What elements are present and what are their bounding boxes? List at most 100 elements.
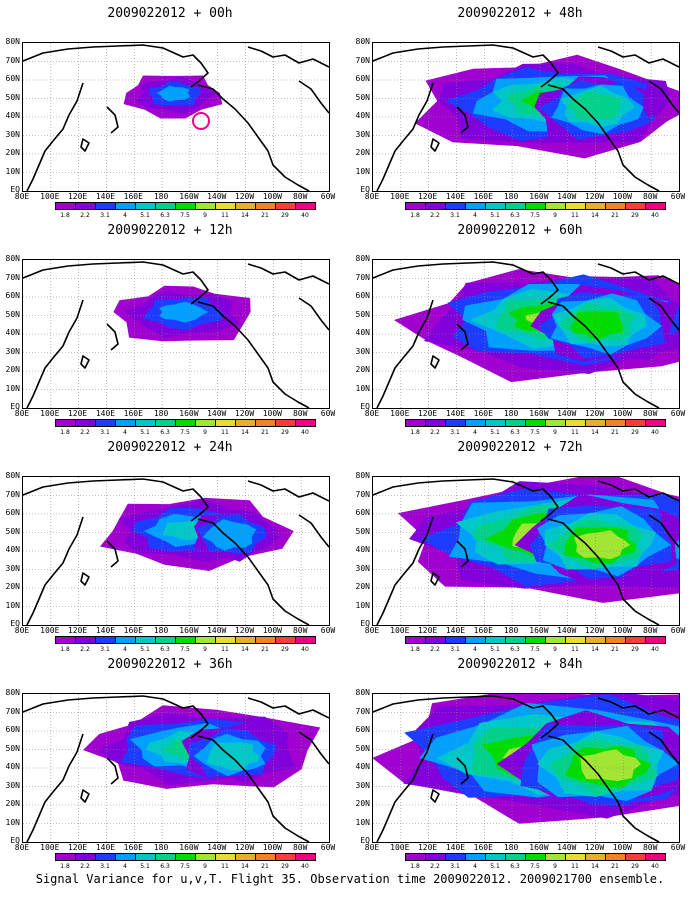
coastline	[373, 261, 559, 305]
longitude-label: 160W	[179, 192, 199, 201]
coastline	[597, 697, 679, 719]
latitude-label: 10N	[355, 600, 370, 610]
coastline	[547, 84, 660, 191]
colorbar-label: 6.3	[510, 429, 520, 436]
colorbar-swatch	[115, 636, 136, 644]
coastline	[547, 301, 660, 408]
coastline	[373, 44, 559, 88]
longitude-label: 160W	[179, 843, 199, 852]
colorbar-label: 9	[203, 212, 207, 219]
longitude-label: 180	[503, 192, 519, 201]
latitude-label: 30N	[5, 346, 20, 356]
colorbar-label: 2.2	[80, 212, 90, 219]
colorbar: 1.8 2.2 3.1 4 5.1 6.3 7.5 9 11 14 21 29 40	[55, 202, 316, 219]
colorbar-label: 7.5	[180, 646, 190, 653]
latitude-label: 40N	[355, 545, 370, 554]
latitude-label: 10N	[355, 817, 370, 827]
colorbar-label: 9	[553, 646, 557, 653]
colorbar-swatch	[445, 636, 466, 644]
longitude-label: 100W	[262, 626, 282, 635]
longitude-label: 100W	[612, 409, 632, 418]
colorbar-label: 21	[261, 646, 269, 653]
colorbar-swatch	[405, 202, 426, 210]
latitude-label: 50N	[5, 309, 20, 319]
longitude-label: 100W	[262, 409, 282, 418]
latitude-label: 30N	[355, 563, 370, 573]
colorbar-label: 9	[553, 212, 557, 219]
panel-title: 2009022012 + 12h	[107, 223, 233, 238]
colorbar-label: 11	[221, 863, 229, 870]
latitude-label: 40N	[355, 762, 370, 771]
latitude-label: 30N	[5, 129, 20, 139]
colorbar-label: 40	[651, 863, 659, 870]
variance-map	[372, 42, 680, 192]
coastline	[247, 263, 329, 285]
longitude-label: 160E	[473, 192, 493, 201]
longitude-label: 160E	[123, 409, 143, 418]
coastline	[597, 46, 679, 68]
latitude-label: EQ	[360, 402, 370, 411]
variance-contour	[570, 311, 624, 339]
colorbar-swatch	[445, 419, 466, 427]
colorbar-label: 14	[241, 212, 249, 219]
colorbar-label: 4	[123, 429, 127, 436]
latitude-label: 80N	[5, 471, 20, 480]
longitude-label: 140E	[445, 409, 466, 418]
colorbar-swatch	[605, 419, 626, 427]
latitude-label: EQ	[10, 619, 20, 628]
observation-marker	[192, 112, 210, 130]
colorbar-label: 21	[611, 212, 619, 219]
coastline	[23, 695, 209, 739]
coastline	[597, 263, 679, 285]
colorbar-label: 21	[261, 212, 269, 219]
longitude-label: 100W	[612, 843, 632, 852]
colorbar-swatch	[585, 419, 606, 427]
colorbar-swatch	[425, 853, 446, 861]
colorbar-label: 5.1	[490, 646, 500, 653]
longitude-label: 80E	[14, 626, 30, 635]
coastline	[106, 540, 119, 568]
latitude-label: 80N	[5, 254, 20, 263]
map-panel: 2009022012 + 48h 80N 70N 60N 50N 40N 30N 20N 10N…	[350, 0, 700, 219]
colorbar-label: 4	[473, 429, 477, 436]
latitude-label: 40N	[5, 328, 20, 337]
latitude-label: 40N	[5, 111, 20, 120]
colorbar-label: 2.2	[430, 212, 440, 219]
latitude-label: 50N	[5, 743, 20, 753]
coastline	[373, 695, 559, 739]
longitude-label: 120W	[234, 192, 255, 201]
colorbar-swatch	[625, 202, 646, 210]
coastline	[26, 516, 84, 625]
longitude-label: 80W	[292, 626, 308, 635]
coastline	[80, 138, 90, 152]
latitude-label: 60N	[355, 725, 370, 734]
colorbar-swatch	[215, 636, 236, 644]
latitude-label: 70N	[355, 489, 370, 499]
coastline	[298, 297, 329, 331]
map-panel: 2009022012 + 12h 80N 70N 60N 50N 40N 30N 20N 10N…	[0, 217, 350, 436]
colorbar-swatch	[275, 636, 296, 644]
colorbar-swatch	[425, 202, 446, 210]
colorbar-label: 2.2	[430, 429, 440, 436]
coastline	[597, 480, 679, 502]
colorbar-swatch	[215, 202, 236, 210]
longitude-label: 80E	[364, 626, 380, 635]
variance-contour	[579, 749, 641, 781]
longitude-label: 160E	[123, 192, 143, 201]
coastline	[247, 480, 329, 502]
map-canvas	[23, 260, 329, 408]
latitude-label: 50N	[5, 92, 20, 102]
coastline	[106, 106, 119, 134]
coastline	[247, 697, 329, 719]
colorbar-label: 21	[611, 429, 619, 436]
colorbar-label: 6.3	[160, 429, 170, 436]
longitude-label: 100W	[262, 192, 282, 201]
latitude-label: 60N	[5, 508, 20, 517]
colorbar-label: 6.3	[160, 646, 170, 653]
colorbar: 1.8 2.2 3.1 4 5.1 6.3 7.5 9 11 14 21 29 40	[55, 419, 316, 436]
colorbar-swatch	[175, 419, 196, 427]
longitude-label: 180	[153, 626, 169, 635]
longitude-label: 80W	[292, 409, 308, 418]
latitude-label: 60N	[355, 74, 370, 83]
latitude-label: 20N	[5, 365, 20, 374]
